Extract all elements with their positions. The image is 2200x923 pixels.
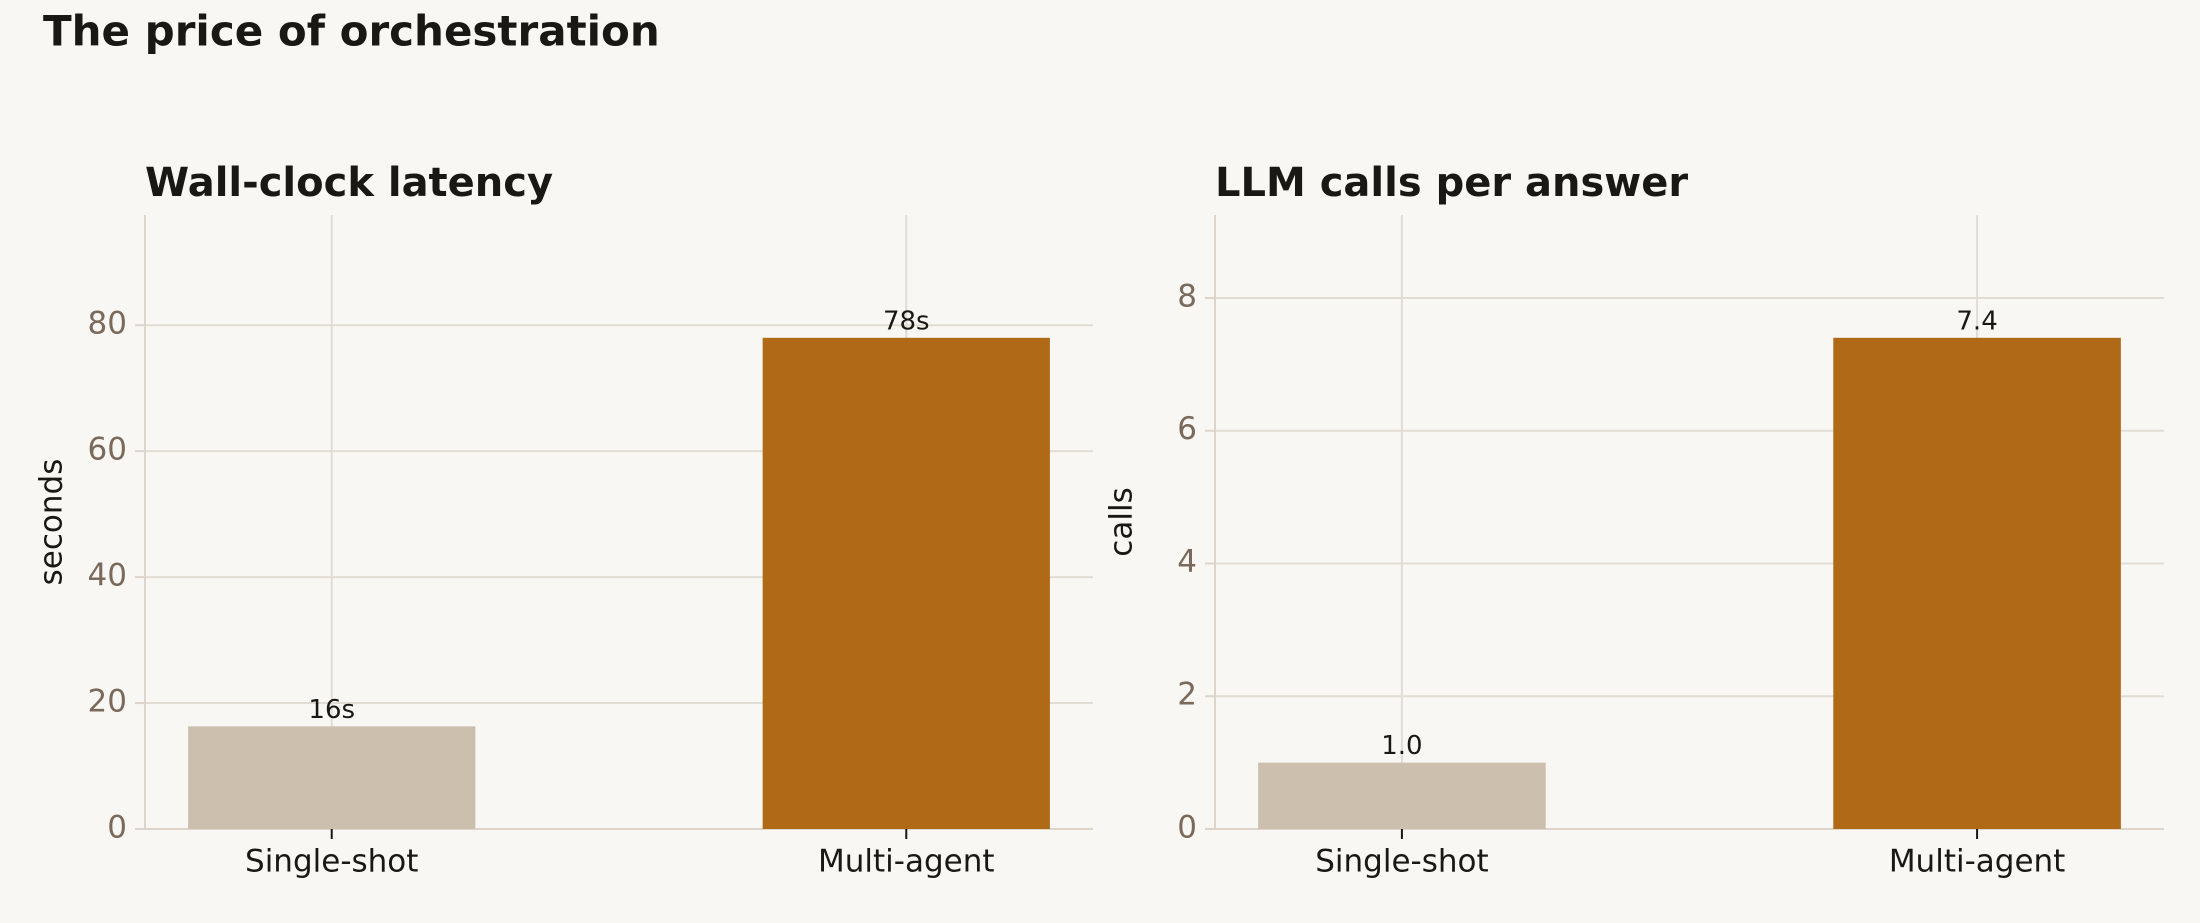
x-tick-label: Multi-agent bbox=[818, 844, 995, 880]
y-tick-label: 4 bbox=[1177, 544, 1197, 580]
data-label: 78s bbox=[883, 306, 930, 336]
figure-title: The price of orchestration bbox=[43, 7, 660, 56]
data-label: 16s bbox=[308, 695, 355, 725]
y-tick-label: 20 bbox=[88, 684, 127, 720]
x-tick-label: Single-shot bbox=[1315, 844, 1488, 880]
bar bbox=[1258, 762, 1546, 829]
y-tick-label: 0 bbox=[107, 810, 127, 846]
data-label: 1.0 bbox=[1381, 731, 1422, 761]
x-tick-label: Single-shot bbox=[245, 844, 418, 880]
y-tick-label: 6 bbox=[1177, 411, 1197, 447]
chart-title: LLM calls per answer bbox=[1215, 160, 1688, 206]
bar bbox=[188, 726, 476, 829]
y-axis-label: calls bbox=[1104, 487, 1140, 556]
data-label: 7.4 bbox=[1956, 306, 1997, 336]
x-tick-label: Multi-agent bbox=[1889, 844, 2066, 880]
chart-title: Wall-clock latency bbox=[145, 160, 553, 206]
y-tick-label: 8 bbox=[1177, 278, 1197, 314]
y-tick-label: 0 bbox=[1177, 810, 1197, 846]
y-tick-label: 60 bbox=[88, 432, 127, 468]
y-tick-label: 80 bbox=[88, 306, 127, 342]
bar bbox=[762, 337, 1050, 829]
bar bbox=[1833, 337, 2121, 829]
y-axis-label: seconds bbox=[34, 459, 70, 586]
y-tick-label: 2 bbox=[1177, 677, 1197, 713]
y-tick-label: 40 bbox=[88, 558, 127, 594]
